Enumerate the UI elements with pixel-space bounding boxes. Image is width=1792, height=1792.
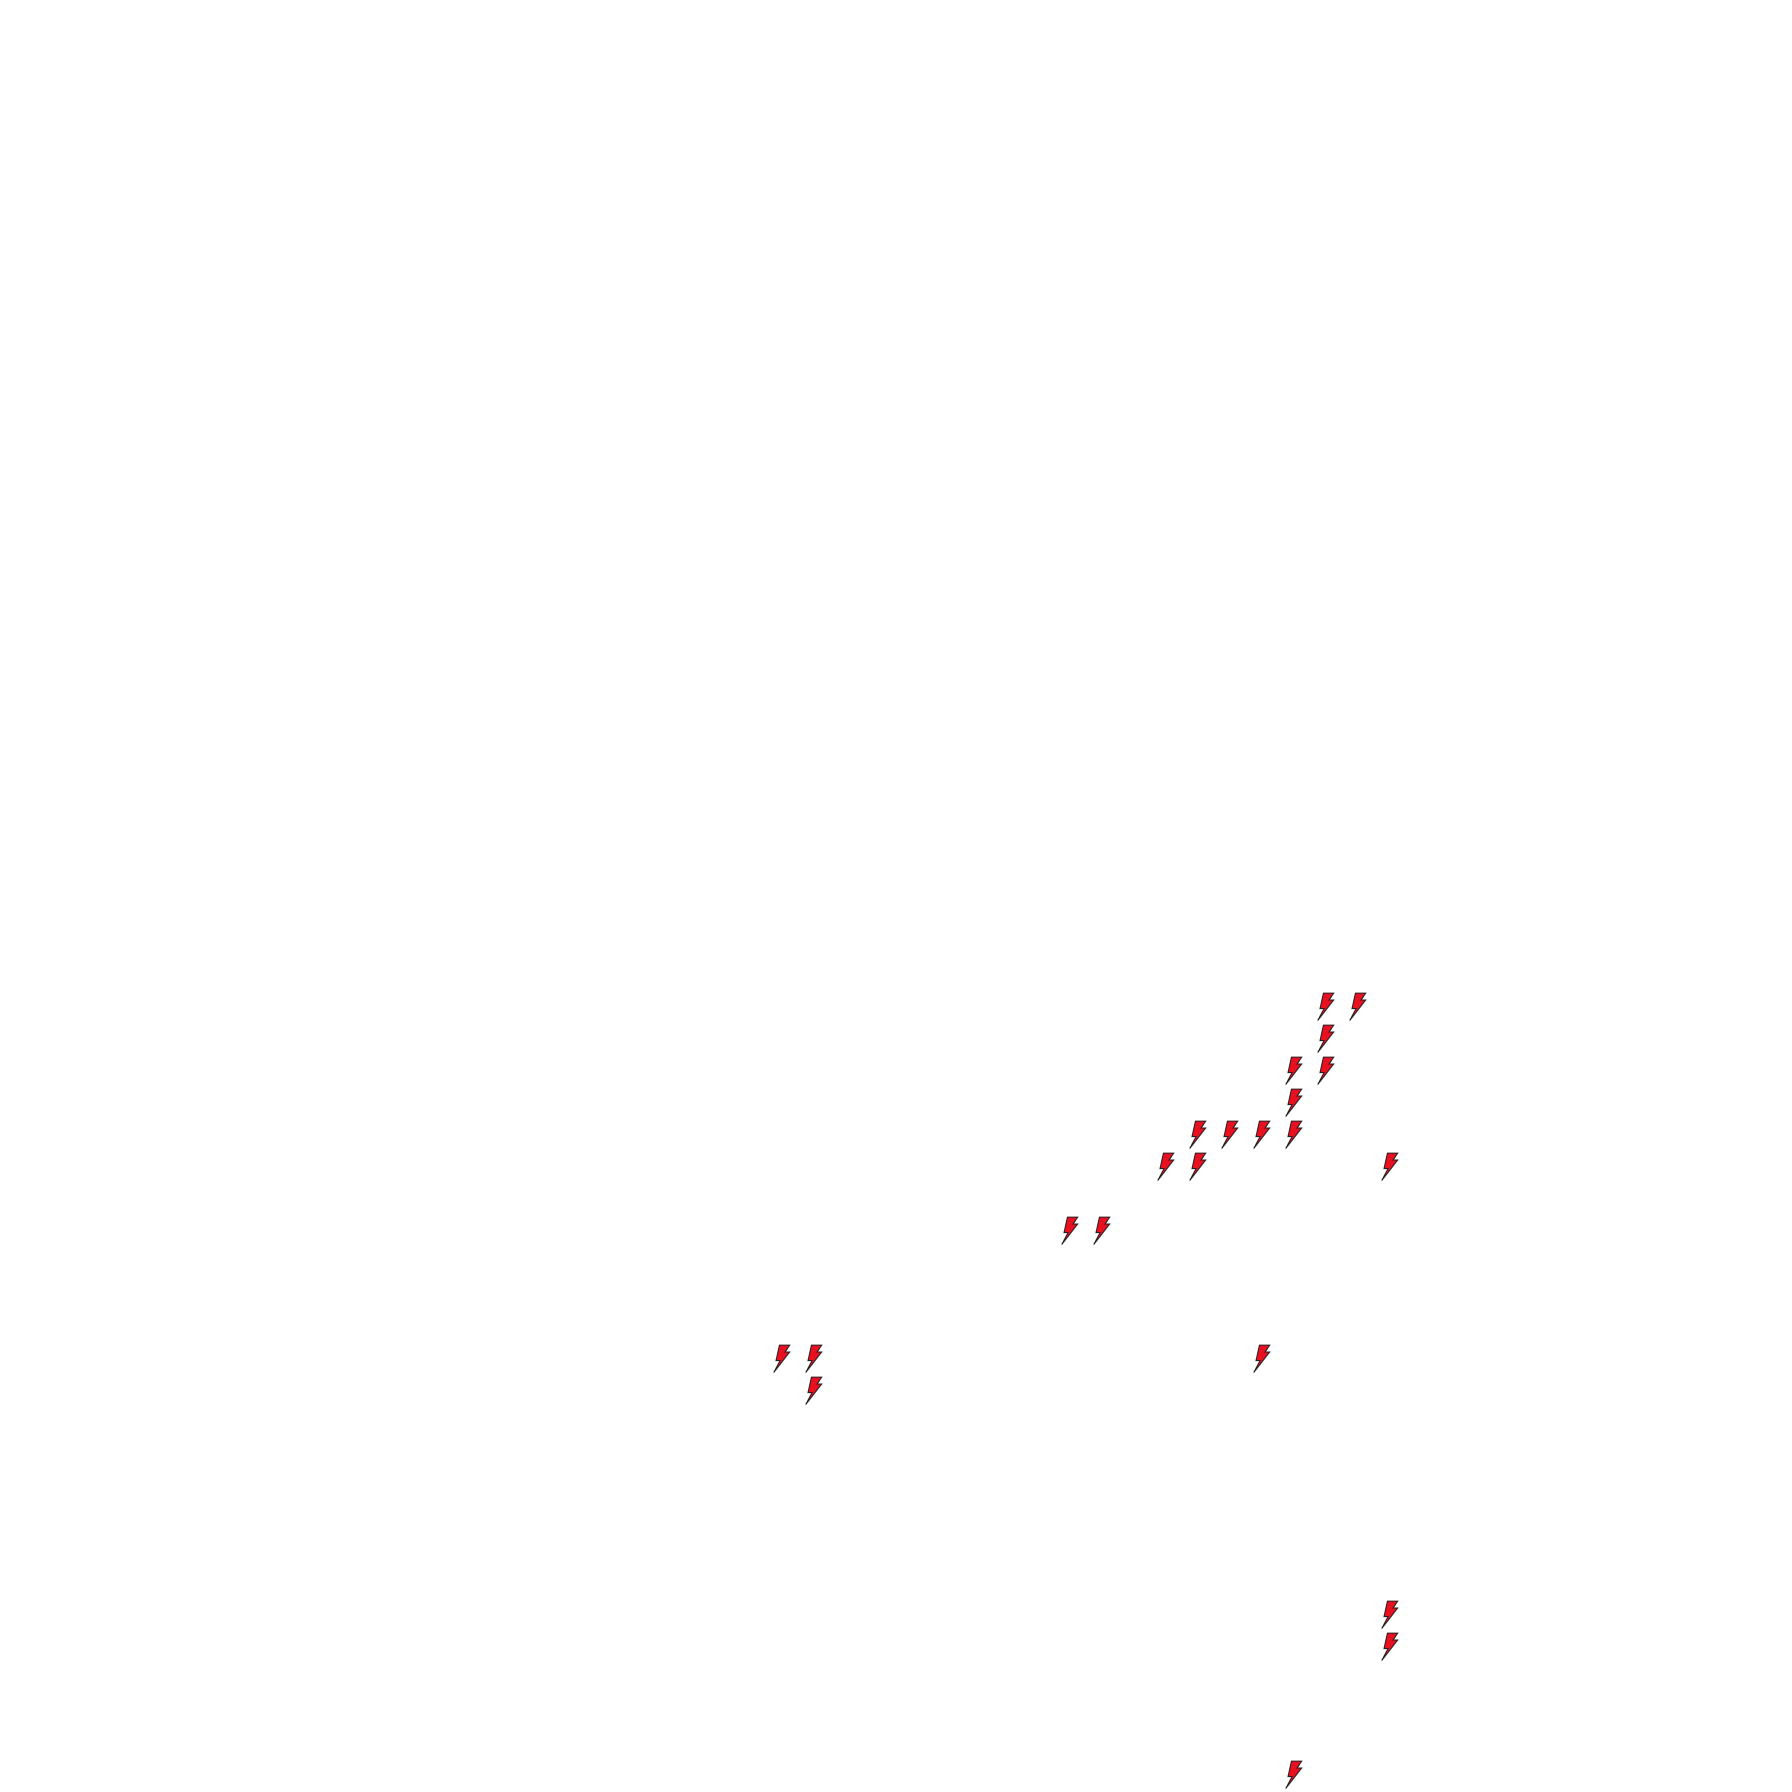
page: Map markers {} html, body { margin: 0; p… — [0, 0, 1792, 1792]
map — [0, 0, 1792, 1792]
page-body: (() => { const data = JSON.parse(documen… — [0, 0, 1792, 1792]
map-background — [0, 0, 1792, 1792]
